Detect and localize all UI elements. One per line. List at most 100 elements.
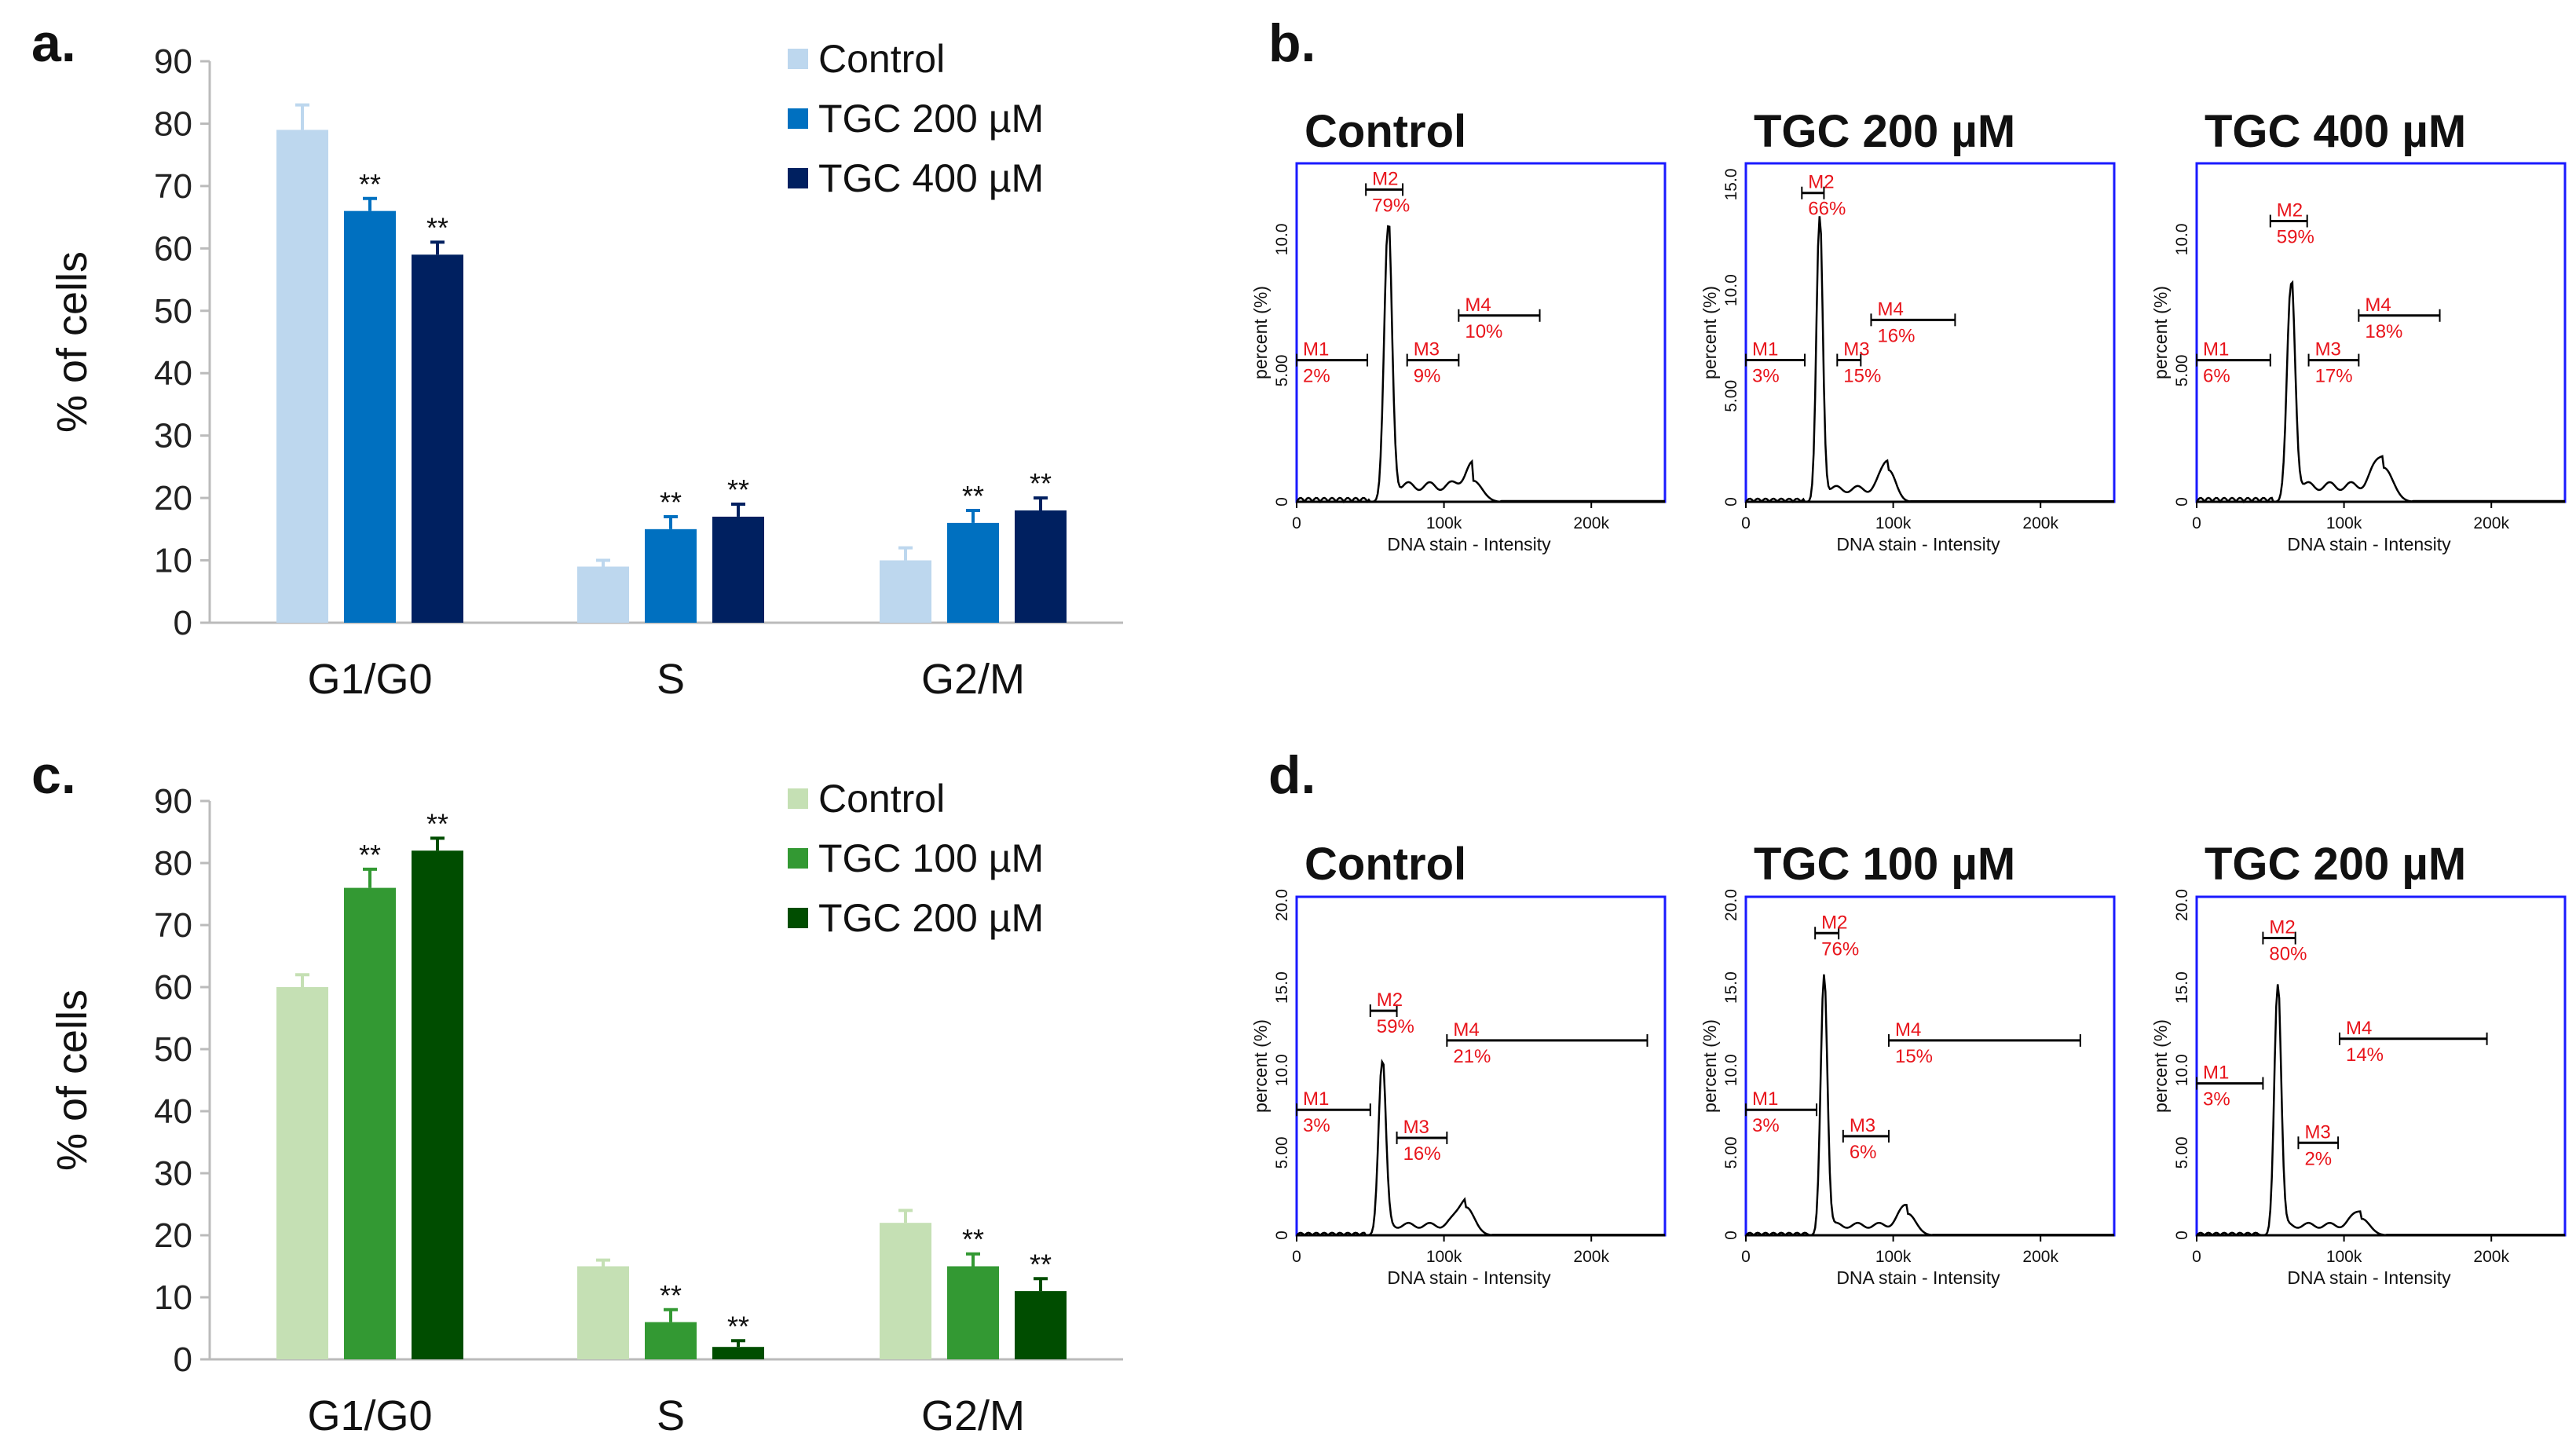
category-label: G2/M <box>921 656 1025 703</box>
y-tick-label: 10.0 <box>1273 1054 1291 1086</box>
histogram-curve <box>2196 984 2565 1237</box>
x-axis-label: DNA stain - Intensity <box>2287 534 2451 554</box>
marker-percent: 14% <box>2346 1044 2384 1066</box>
plot-frame <box>1744 162 2116 503</box>
marker-name: M3 <box>1843 339 1869 360</box>
y-tick-label: 10.0 <box>2173 223 2191 255</box>
histogram-curve <box>1295 225 1665 504</box>
y-tick-label: 90 <box>154 42 192 81</box>
histogram: TGC 400 µM 0 100k 200k DNA stain - Intensity… <box>2150 106 2567 554</box>
x-tick-label: 100k <box>2326 514 2362 532</box>
marker-percent: 3% <box>1303 1115 1330 1136</box>
marker-name: M1 <box>1752 339 1778 360</box>
x-tick-label: 200k <box>2022 1248 2058 1266</box>
histograms-b: Control 0 100k 200k DNA stain - Intensity 0 5.… <box>1250 106 2567 554</box>
x-axis-label: DNA stain - Intensity <box>1387 534 1551 554</box>
y-tick-label: 15.0 <box>1273 971 1291 1004</box>
plot-frame <box>2195 895 2567 1237</box>
bar <box>1015 510 1067 623</box>
y-tick-label: 15.0 <box>1722 169 1740 201</box>
y-tick-label: 30 <box>154 1154 192 1193</box>
y-tick-label: 10.0 <box>1273 223 1291 255</box>
y-tick-label: 70 <box>154 906 192 945</box>
marker-name: M4 <box>1895 1019 1921 1041</box>
marker-name: M2 <box>1821 912 1847 933</box>
y-tick-label: 40 <box>154 354 192 393</box>
y-tick-label: 10 <box>154 542 192 580</box>
histogram-curve <box>1745 974 2114 1237</box>
y-axis-label: percent (%) <box>2150 286 2171 379</box>
legend-label: Control <box>818 37 945 81</box>
marker-name: M3 <box>2315 339 2341 360</box>
marker-percent: 6% <box>1850 1142 1877 1163</box>
significance-label: ** <box>660 486 682 518</box>
legend-swatch <box>788 848 808 869</box>
y-tick-label: 20.0 <box>2173 889 2191 921</box>
panel-letter-a: a. <box>31 13 76 73</box>
marker-name: M4 <box>2346 1018 2372 1039</box>
marker-percent: 16% <box>1403 1143 1441 1165</box>
y-tick-label: 0 <box>174 604 192 642</box>
significance-label: ** <box>359 839 381 871</box>
histogram: Control 0 100k 200k DNA stain - Intensity 0 5.… <box>1250 839 1667 1288</box>
x-tick-label: 100k <box>2326 1248 2362 1266</box>
y-tick-label: 10.0 <box>1722 274 1740 306</box>
significance-label: ** <box>660 1279 682 1311</box>
marker-percent: 9% <box>1414 366 1441 387</box>
marker-percent: 15% <box>1895 1046 1933 1067</box>
bar <box>947 1266 999 1359</box>
x-tick-label: 0 <box>2192 514 2201 532</box>
legend-label: TGC 200 µM <box>818 896 1044 940</box>
panel-letter-c: c. <box>31 745 76 805</box>
marker-name: M3 <box>1414 339 1440 360</box>
y-tick-label: 5.00 <box>2173 1136 2191 1169</box>
bar <box>276 987 328 1359</box>
marker-name: M4 <box>1453 1019 1479 1041</box>
marker-percent: 10% <box>1465 321 1502 342</box>
bar <box>577 1266 629 1359</box>
category-label: G1/G0 <box>307 1392 432 1439</box>
bar <box>344 887 396 1359</box>
marker-name: M2 <box>1808 172 1834 193</box>
marker-percent: 59% <box>2277 227 2314 248</box>
significance-label: ** <box>727 474 749 506</box>
marker-percent: 59% <box>1377 1016 1414 1037</box>
bar <box>712 516 764 623</box>
category-label: G1/G0 <box>307 656 432 703</box>
significance-label: ** <box>426 807 448 839</box>
y-tick-label: 60 <box>154 229 192 268</box>
legend-label: TGC 100 µM <box>818 836 1044 880</box>
marker-name: M4 <box>2365 294 2391 316</box>
histogram-curve <box>1296 1059 1665 1237</box>
bar <box>712 1347 764 1359</box>
y-tick-label: 0 <box>1273 497 1291 507</box>
panel-letter-d: d. <box>1268 745 1315 805</box>
marker-name: M1 <box>1303 1088 1329 1110</box>
y-tick-label: 50 <box>154 1030 192 1069</box>
legend-label: TGC 400 µM <box>818 156 1044 200</box>
marker-percent: 6% <box>2203 366 2230 387</box>
histograms-d: Control 0 100k 200k DNA stain - Intensity 0 5.… <box>1250 839 2567 1288</box>
y-axis-label: percent (%) <box>2150 1019 2171 1113</box>
x-tick-label: 200k <box>2473 514 2509 532</box>
marker-percent: 15% <box>1843 366 1881 387</box>
marker-percent: 3% <box>1752 1115 1780 1136</box>
histogram-title: TGC 200 µM <box>2205 839 2466 890</box>
y-tick-label: 5.00 <box>1722 1136 1740 1169</box>
marker-name: M3 <box>1850 1115 1875 1136</box>
bar <box>947 522 999 623</box>
bar <box>412 254 463 623</box>
significance-label: ** <box>359 168 381 200</box>
marker-percent: 66% <box>1808 199 1846 220</box>
bar <box>577 566 629 623</box>
significance-label: ** <box>962 1223 984 1256</box>
marker-percent: 3% <box>1752 366 1780 387</box>
y-tick-label: 90 <box>154 782 192 821</box>
bar-chart-a: 0 10 20 30 40 50 60 70 80 90 % of cells G1/G0 S G2/M C… <box>49 37 1123 703</box>
marker-percent: 21% <box>1453 1046 1491 1067</box>
significance-label: ** <box>1030 1248 1052 1280</box>
y-tick-label: 10.0 <box>2173 1054 2191 1086</box>
y-axis-label: percent (%) <box>1250 1019 1271 1113</box>
x-axis-label: DNA stain - Intensity <box>1836 1267 2000 1288</box>
